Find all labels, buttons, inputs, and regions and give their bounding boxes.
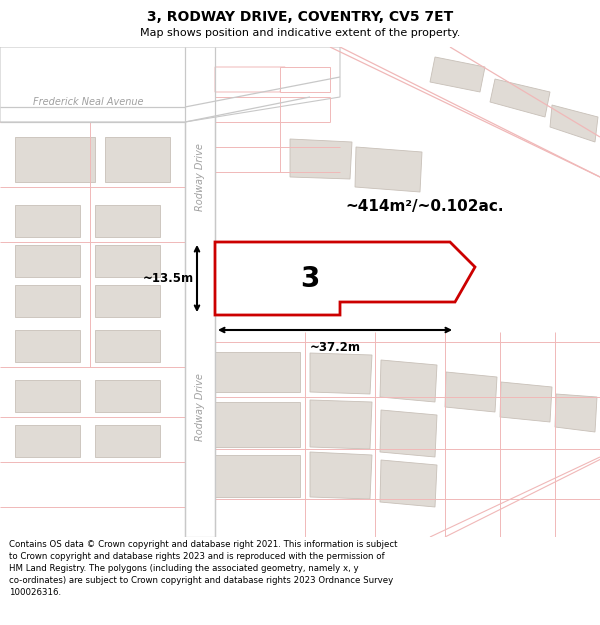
Text: ~414m²/~0.102ac.: ~414m²/~0.102ac. [345, 199, 503, 214]
Polygon shape [230, 257, 295, 302]
Polygon shape [185, 47, 215, 537]
Polygon shape [310, 353, 372, 394]
Polygon shape [380, 360, 437, 402]
Polygon shape [15, 330, 80, 362]
Polygon shape [95, 425, 160, 457]
Polygon shape [95, 205, 160, 237]
Polygon shape [215, 455, 300, 497]
Text: ~37.2m: ~37.2m [310, 341, 361, 354]
Polygon shape [15, 245, 80, 277]
Polygon shape [445, 372, 497, 412]
Polygon shape [430, 57, 485, 92]
Text: Map shows position and indicative extent of the property.: Map shows position and indicative extent… [140, 28, 460, 38]
Polygon shape [490, 79, 550, 117]
Polygon shape [215, 67, 285, 92]
Polygon shape [95, 330, 160, 362]
Polygon shape [380, 460, 437, 507]
Polygon shape [0, 47, 340, 122]
Text: Rodway Drive: Rodway Drive [195, 143, 205, 211]
Polygon shape [355, 147, 422, 192]
Polygon shape [310, 452, 372, 499]
Text: 3, RODWAY DRIVE, COVENTRY, CV5 7ET: 3, RODWAY DRIVE, COVENTRY, CV5 7ET [147, 11, 453, 24]
Text: ~13.5m: ~13.5m [143, 272, 194, 285]
Text: Frederick Neal Avenue: Frederick Neal Avenue [33, 97, 143, 107]
Polygon shape [95, 245, 160, 277]
Polygon shape [555, 394, 597, 432]
Polygon shape [95, 380, 160, 412]
Polygon shape [15, 205, 80, 237]
Text: Contains OS data © Crown copyright and database right 2021. This information is : Contains OS data © Crown copyright and d… [9, 539, 398, 598]
Polygon shape [500, 382, 552, 422]
Polygon shape [15, 425, 80, 457]
Polygon shape [215, 402, 300, 447]
Polygon shape [290, 139, 352, 179]
Polygon shape [215, 242, 475, 315]
Text: 3: 3 [301, 265, 320, 293]
Polygon shape [280, 67, 330, 92]
Polygon shape [310, 400, 372, 449]
Polygon shape [380, 410, 437, 457]
Polygon shape [15, 137, 95, 182]
Polygon shape [15, 380, 80, 412]
Polygon shape [215, 352, 300, 392]
Polygon shape [105, 137, 170, 182]
Polygon shape [550, 105, 598, 142]
Polygon shape [95, 285, 160, 317]
Text: Rodway Drive: Rodway Drive [195, 373, 205, 441]
Polygon shape [15, 285, 80, 317]
